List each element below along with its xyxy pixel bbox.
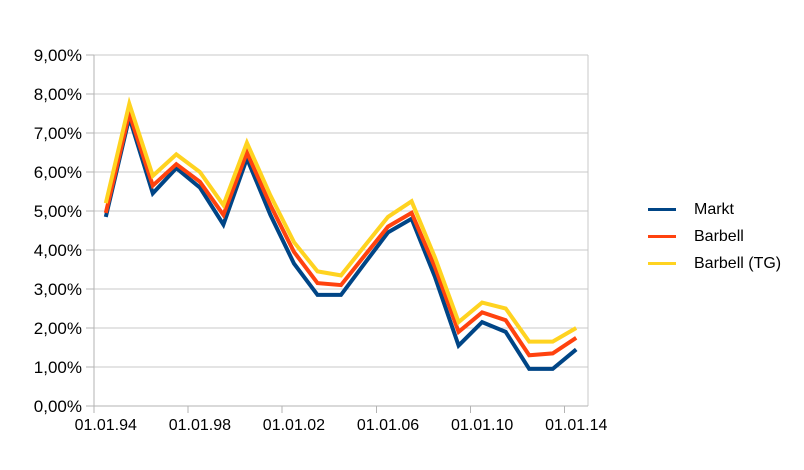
series-line-markt[interactable] — [103, 109, 578, 371]
y-axis-label: 8,00% — [34, 85, 82, 104]
legend-line-swatch-barbell-tg — [648, 262, 676, 265]
legend-item-barbell[interactable]: Barbell — [648, 223, 781, 250]
x-axis-label: 01.01.10 — [451, 417, 513, 434]
y-axis-label: 6,00% — [34, 163, 82, 182]
x-axis-label: 01.01.14 — [545, 417, 607, 434]
legend-line-swatch-markt — [648, 208, 676, 211]
legend-label-barbell-tg: Barbell (TG) — [694, 254, 782, 272]
x-axis-label: 01.01.06 — [357, 417, 419, 434]
legend-label-markt: Markt — [694, 200, 734, 218]
legend-item-markt[interactable]: Markt — [648, 196, 781, 223]
x-axis-label: 01.01.94 — [75, 417, 137, 434]
x-axis-label: 01.01.98 — [169, 417, 231, 434]
series-line-barbell-tg[interactable] — [103, 96, 578, 344]
y-axis-label: 5,00% — [34, 202, 82, 221]
series-line-barbell[interactable] — [103, 106, 578, 358]
y-axis-label: 2,00% — [34, 319, 82, 338]
y-axis-label: 7,00% — [34, 124, 82, 143]
y-axis-label: 3,00% — [34, 280, 82, 299]
legend-label-barbell: Barbell — [694, 227, 744, 245]
y-axis-label: 0,00% — [34, 397, 82, 416]
y-axis-label: 9,00% — [34, 46, 82, 65]
legend-item-barbell-tg[interactable]: Barbell (TG) — [648, 250, 781, 277]
x-axis-label: 01.01.02 — [263, 417, 325, 434]
y-axis-label: 1,00% — [34, 358, 82, 377]
legend-line-swatch-barbell — [648, 235, 676, 238]
y-axis-label: 4,00% — [34, 241, 82, 260]
chart-legend: Markt Barbell Barbell (TG) — [648, 196, 781, 277]
